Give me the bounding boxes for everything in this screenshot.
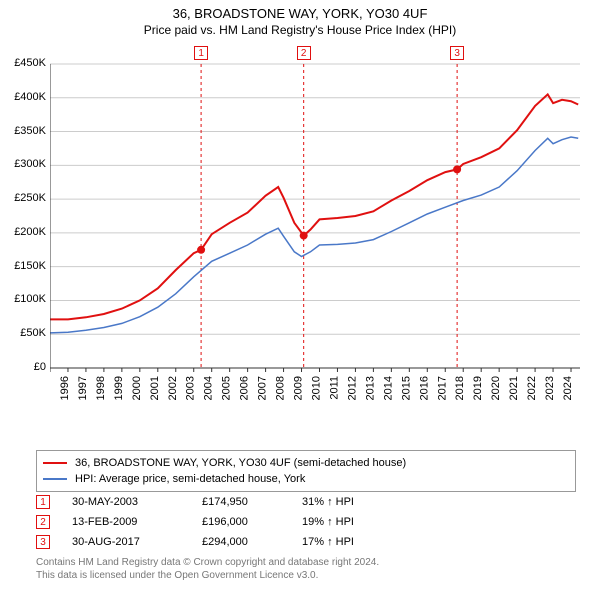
x-tick-label: 1996: [59, 376, 71, 400]
legend-label: HPI: Average price, semi-detached house,…: [75, 473, 305, 485]
chart-subtitle: Price paid vs. HM Land Registry's House …: [0, 23, 600, 37]
sale-price: £196,000: [202, 516, 302, 528]
footer-line-2: This data is licensed under the Open Gov…: [36, 569, 379, 582]
price-chart-container: { "title": "36, BROADSTONE WAY, YORK, YO…: [0, 0, 600, 590]
sale-delta: 31% ↑ HPI: [302, 496, 402, 508]
legend-item: 36, BROADSTONE WAY, YORK, YO30 4UF (semi…: [43, 455, 569, 471]
sales-row: 1 30-MAY-2003£174,95031% ↑ HPI: [36, 492, 402, 512]
x-tick-label: 2021: [508, 376, 520, 400]
x-tick-label: 2007: [257, 376, 269, 400]
sale-price: £294,000: [202, 536, 302, 548]
y-tick-label: £150K: [0, 260, 46, 272]
y-tick-label: £300K: [0, 158, 46, 170]
event-marker: 1: [194, 46, 208, 60]
x-tick-label: 2018: [454, 376, 466, 400]
footer-note: Contains HM Land Registry data © Crown c…: [36, 556, 379, 582]
y-tick-label: £200K: [0, 226, 46, 238]
series-line: [50, 94, 578, 319]
title-block: 36, BROADSTONE WAY, YORK, YO30 4UF Price…: [0, 0, 600, 37]
sale-date: 30-AUG-2017: [72, 536, 202, 548]
y-tick-label: £350K: [0, 125, 46, 137]
legend: 36, BROADSTONE WAY, YORK, YO30 4UF (semi…: [36, 450, 576, 492]
x-tick-label: 2016: [418, 376, 430, 400]
x-tick-label: 2012: [346, 376, 358, 400]
sale-date: 30-MAY-2003: [72, 496, 202, 508]
sale-marker: 1: [36, 495, 50, 509]
y-tick-label: £450K: [0, 57, 46, 69]
event-point: [197, 246, 205, 254]
x-tick-label: 2009: [293, 376, 305, 400]
event-point: [453, 165, 461, 173]
sale-marker: 2: [36, 515, 50, 529]
event-marker: 3: [450, 46, 464, 60]
x-tick-label: 2023: [544, 376, 556, 400]
sales-row: 3 30-AUG-2017£294,00017% ↑ HPI: [36, 532, 402, 552]
legend-item: HPI: Average price, semi-detached house,…: [43, 471, 569, 487]
x-tick-label: 2024: [562, 376, 574, 400]
x-tick-label: 2006: [239, 376, 251, 400]
footer-line-1: Contains HM Land Registry data © Crown c…: [36, 556, 379, 569]
event-point: [300, 232, 308, 240]
sale-price: £174,950: [202, 496, 302, 508]
x-tick-label: 2004: [203, 376, 215, 400]
x-tick-label: 2005: [221, 376, 233, 400]
chart-title: 36, BROADSTONE WAY, YORK, YO30 4UF: [0, 6, 600, 21]
x-tick-label: 2019: [472, 376, 484, 400]
x-tick-label: 2014: [382, 376, 394, 400]
sale-delta: 19% ↑ HPI: [302, 516, 402, 528]
sale-delta: 17% ↑ HPI: [302, 536, 402, 548]
x-tick-label: 2011: [328, 376, 340, 400]
y-tick-label: £0: [0, 361, 46, 373]
sale-marker: 3: [36, 535, 50, 549]
x-tick-label: 1995: [50, 376, 53, 400]
y-tick-label: £100K: [0, 293, 46, 305]
x-tick-label: 1997: [77, 376, 89, 400]
x-tick-label: 2015: [400, 376, 412, 400]
x-tick-label: 1999: [113, 376, 125, 400]
legend-label: 36, BROADSTONE WAY, YORK, YO30 4UF (semi…: [75, 457, 406, 469]
legend-swatch: [43, 462, 67, 464]
y-tick-label: £250K: [0, 192, 46, 204]
x-tick-label: 2013: [364, 376, 376, 400]
x-tick-label: 2003: [185, 376, 197, 400]
sale-date: 13-FEB-2009: [72, 516, 202, 528]
x-tick-label: 2001: [149, 376, 161, 400]
x-tick-label: 2008: [275, 376, 287, 400]
x-tick-label: 2000: [131, 376, 143, 400]
x-tick-label: 2020: [490, 376, 502, 400]
series-line: [50, 137, 578, 333]
sales-table: 1 30-MAY-2003£174,95031% ↑ HPI 2 13-FEB-200…: [36, 492, 402, 552]
event-marker: 2: [297, 46, 311, 60]
y-tick-label: £50K: [0, 327, 46, 339]
x-tick-label: 2002: [167, 376, 179, 400]
x-tick-label: 2010: [310, 376, 322, 400]
y-tick-label: £400K: [0, 91, 46, 103]
sales-row: 2 13-FEB-2009£196,00019% ↑ HPI: [36, 512, 402, 532]
legend-swatch: [43, 478, 67, 480]
x-tick-label: 2022: [526, 376, 538, 400]
price-chart: 1995 1996 1997 1998 1999 2000 2001 2002 2003 2004…: [50, 48, 580, 408]
x-tick-label: 1998: [95, 376, 107, 400]
x-tick-label: 2017: [436, 376, 448, 400]
